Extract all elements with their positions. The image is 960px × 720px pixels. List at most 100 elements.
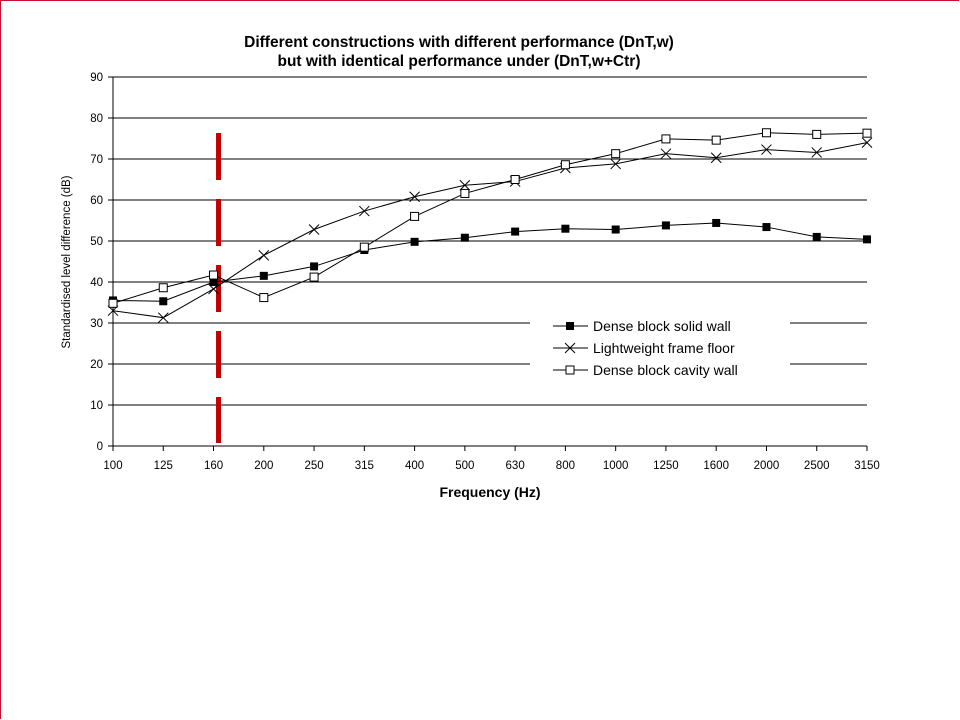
x-tick-label: 125 [154,460,173,472]
data-point [761,144,772,155]
data-point [560,160,570,170]
x-tick-label: 800 [556,460,575,472]
data-point [561,224,570,233]
cross-stroke [157,312,169,324]
data-point [209,270,219,280]
data-point [611,149,621,159]
data-point [460,233,469,242]
legend-label: Lightweight frame floor [593,340,735,356]
y-tick-label: 60 [90,195,103,207]
x-tick-labels: 100 125 160 200 250 315 400 500 630 800 1000 1250 16… [103,446,880,472]
legend: Dense block solid wall Lightweight frame … [530,310,790,382]
y-tick-label: 30 [90,318,103,330]
legend-item-3: Dense block cavity wall [553,362,738,378]
x-tick-label: 250 [304,460,323,472]
y-tick-label: 70 [90,154,103,166]
data-point [712,218,721,227]
cross-stroke [861,137,873,148]
x-tick-label: 1000 [603,460,629,472]
x-tick-label: 500 [455,460,474,472]
y-tick-label: 50 [90,236,103,248]
x-tick-label: 630 [506,460,525,472]
x-tick-label: 3150 [854,460,880,472]
data-point [358,205,370,217]
data-point [511,227,520,236]
legend-label: Dense block cavity wall [593,362,738,378]
data-point [359,242,369,252]
data-point [761,128,771,138]
series-line [112,142,868,319]
x-axis-label: Frequency (Hz) [439,484,540,500]
data-point [812,232,821,241]
data-point [861,137,873,148]
x-tick-label: 200 [254,460,273,472]
chart-subtitle: but with identical performance under (Dn… [278,53,641,70]
y-tick-label: 20 [90,359,103,371]
x-tick-label: 100 [103,460,122,472]
cross-stroke [258,249,270,261]
data-point [710,152,722,164]
series-lines [107,128,873,324]
series-2 [107,137,873,324]
cross-stroke [358,205,370,217]
data-point [308,224,320,235]
data-point [459,179,471,191]
data-point [410,211,420,221]
data-point [259,271,268,280]
data-point [209,278,218,286]
cross-stroke [811,147,823,158]
legend-marker [564,342,576,354]
data-point [661,134,671,144]
data-point [811,147,823,158]
y-tick-label: 40 [90,277,103,289]
cross-stroke [308,224,320,235]
cross-stroke [610,158,622,170]
series-line [112,222,868,302]
data-point [309,272,319,282]
y-tick-label: 10 [90,400,103,412]
legend-item-1: Dense block solid wall [553,318,731,334]
data-point [108,298,118,308]
x-tick-label: 2000 [754,460,780,472]
cross-stroke [564,342,576,354]
legend-label: Dense block solid wall [593,318,731,334]
x-tick-label: 1250 [653,460,679,472]
data-point [310,262,319,271]
gridlines [108,76,867,447]
data-point [157,312,169,324]
data-point [409,191,420,203]
y-tick-label: 80 [90,113,103,125]
cross-stroke [660,148,672,160]
x-tick-label: 315 [355,460,374,472]
series-3 [108,128,872,308]
x-tick-label: 1600 [703,460,729,472]
data-point [863,235,871,244]
data-point [660,148,672,160]
data-point [762,223,771,232]
y-tick-labels: 0 10 20 30 40 50 60 70 80 90 [90,72,103,453]
data-point [208,283,219,295]
data-point [258,249,270,261]
chart-title: Different constructions with different p… [244,34,674,51]
data-point [460,188,470,198]
series-1 [109,218,871,306]
y-tick-label: 0 [97,441,103,453]
data-point [711,135,721,145]
data-point [410,237,419,246]
x-tick-label: 160 [204,460,223,472]
cross-stroke [409,191,420,203]
data-point [611,225,620,234]
legend-marker [565,365,575,375]
legend-marker [566,322,574,330]
x-tick-label: 400 [405,460,424,472]
data-point [610,158,622,170]
cross-stroke [208,283,219,295]
data-point [510,175,520,184]
y-tick-label: 90 [90,72,103,84]
cross-stroke [710,152,722,164]
data-point [259,293,269,303]
axes [112,77,867,447]
data-point [159,297,168,306]
